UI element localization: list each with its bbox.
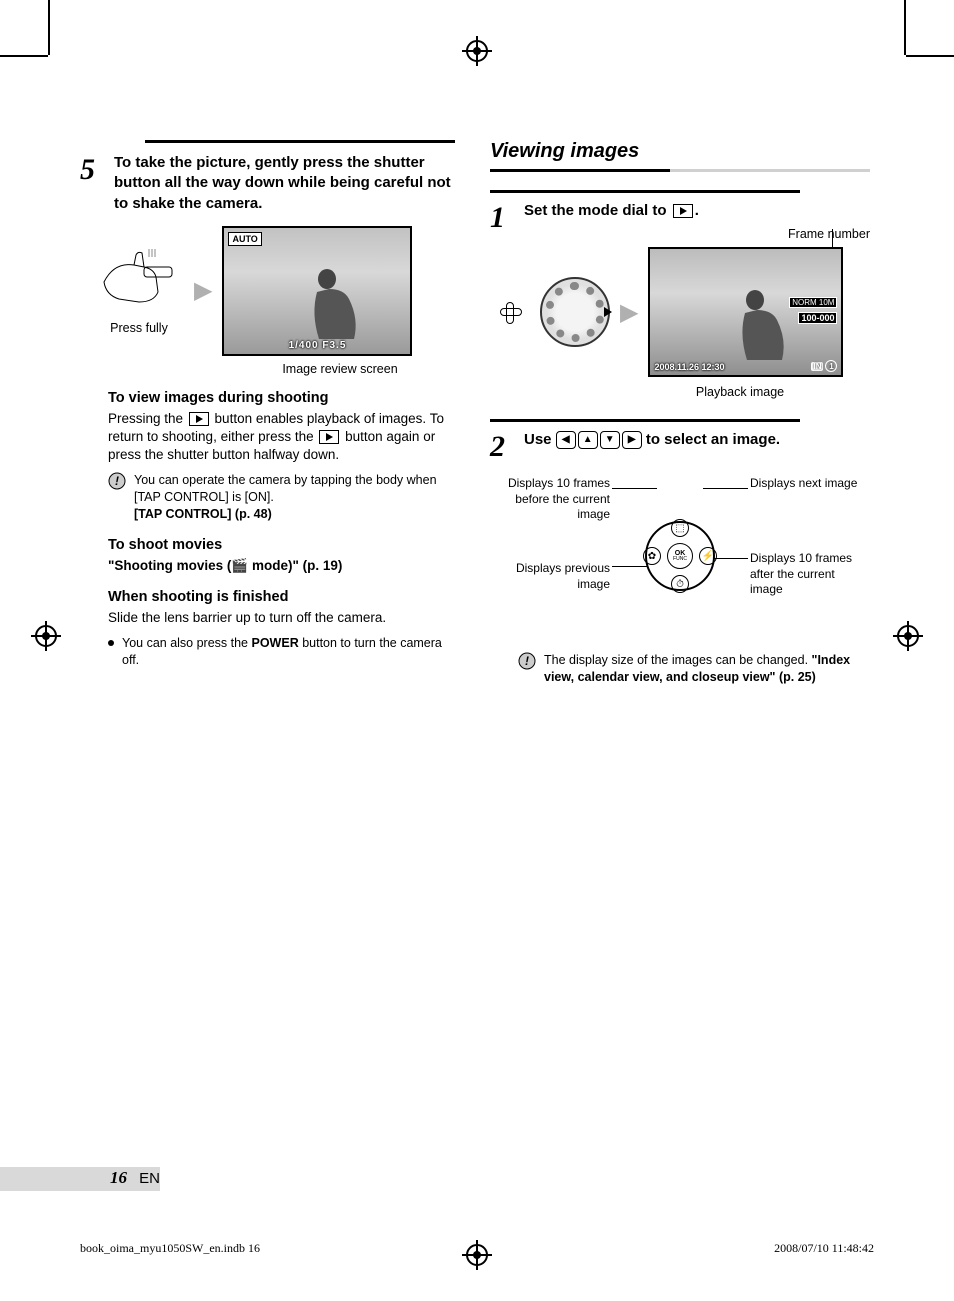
finish-bullet: You can also press the POWER button to t…	[108, 635, 460, 669]
dpad-label-down: Displays 10 frames after the current ima…	[750, 551, 870, 598]
in-badge: IN 1	[811, 360, 837, 372]
file-number-badge: 100-000	[798, 312, 837, 324]
print-info: book_oima_myu1050SW_en.indb 16 2008/07/1…	[80, 1241, 874, 1256]
finish-paragraph: Slide the lens barrier up to turn off th…	[108, 609, 460, 627]
dpad-control-icon: OKFUNC ⬚ ⏱ ✿ ⚡	[645, 521, 715, 591]
step-number: 5	[80, 153, 108, 214]
dpad-label-right: Displays next image	[750, 476, 870, 492]
press-fully-label: Press fully	[94, 321, 184, 335]
section-title: Viewing images	[490, 140, 639, 163]
date-label: 2008.11.26 12:30	[654, 362, 724, 372]
registration-mark-icon	[897, 625, 919, 647]
photo-figure	[727, 285, 797, 365]
lcd-playback-screen: NORM 10M 100-000 2008.11.26 12:30 IN 1	[648, 247, 843, 377]
note-display-size: ! The display size of the images can be …	[518, 652, 870, 686]
step-number: 2	[490, 430, 518, 464]
mode-dial-icon	[540, 277, 610, 347]
print-timestamp: 2008/07/10 11:48:42	[774, 1241, 874, 1256]
note-tap-control: ! You can operate the camera by tapping …	[108, 472, 460, 523]
step5-illustration: Press fully ▶ AUTO 1/400 F3.5	[94, 226, 460, 356]
frame-number-label: Frame number	[788, 227, 870, 241]
heading-shoot-movies: To shoot movies	[108, 537, 460, 553]
playback-icon	[319, 430, 339, 444]
crop-mark	[906, 55, 954, 57]
left-column: 5 To take the picture, gently press the …	[80, 140, 460, 1200]
norm-badge: NORM 10M	[789, 297, 837, 308]
bullet-icon	[108, 640, 114, 646]
dpad-left-icon: ✿	[643, 547, 661, 565]
lcd-exposure-text: 1/400 F3.5	[224, 340, 410, 351]
crop-mark	[904, 0, 906, 55]
dpad-icons: ◀▲▼▶	[556, 431, 642, 449]
step-5: 5 To take the picture, gently press the …	[80, 153, 460, 214]
auto-badge: AUTO	[228, 232, 261, 246]
note-icon: !	[108, 472, 126, 490]
note-icon: !	[518, 652, 536, 670]
arrow-right-icon: ▶	[194, 276, 212, 305]
caption-review: Image review screen	[220, 362, 460, 376]
step-text: To take the picture, gently press the sh…	[114, 153, 460, 214]
page-body: 5 To take the picture, gently press the …	[80, 140, 890, 1200]
dpad-label-left: Displays previous image	[490, 561, 610, 592]
hand-press-icon	[94, 247, 184, 317]
svg-text:!: !	[525, 654, 529, 668]
heading-finished: When shooting is finished	[108, 589, 460, 605]
arrow-right-icon: ▶	[620, 298, 638, 327]
dpad-label-up: Displays 10 frames before the current im…	[490, 476, 610, 523]
photo-figure	[299, 264, 369, 344]
dpad-right-icon: ⚡	[699, 547, 717, 565]
page-number: 16 EN	[110, 1168, 160, 1188]
playback-icon	[673, 204, 693, 218]
step1-illustration: ▶ NORM 10M 100-000 2008.11.26 12:30 IN 1	[500, 247, 870, 377]
dpad-diagram: Displays 10 frames before the current im…	[490, 476, 870, 636]
rule	[145, 140, 455, 143]
dpad-down-icon: ⏱	[671, 575, 689, 593]
shoot-movies-ref: "Shooting movies (🎬 mode)" (p. 19)	[108, 557, 460, 575]
lcd-review-screen: AUTO 1/400 F3.5	[222, 226, 412, 356]
registration-mark-icon	[466, 40, 488, 62]
step-2: 2 Use ◀▲▼▶ to select an image.	[490, 430, 870, 464]
view-paragraph: Pressing the button enables playback of …	[108, 410, 460, 465]
strap-icon	[500, 302, 530, 322]
crop-mark	[48, 0, 50, 55]
step-number: 1	[490, 201, 518, 235]
registration-mark-icon	[35, 625, 57, 647]
rule	[490, 190, 800, 193]
rule	[490, 419, 800, 422]
print-file: book_oima_myu1050SW_en.indb 16	[80, 1241, 260, 1256]
right-column: Viewing images 1 Set the mode dial to . …	[490, 140, 870, 1200]
caption-playback: Playback image	[610, 385, 870, 399]
ok-button-icon: OKFUNC	[667, 543, 693, 569]
section-rule	[490, 169, 870, 172]
svg-text:!: !	[115, 474, 119, 488]
playback-icon	[189, 412, 209, 426]
heading-view-images: To view images during shooting	[108, 390, 460, 406]
crop-mark	[0, 55, 48, 57]
dpad-up-icon: ⬚	[671, 519, 689, 537]
